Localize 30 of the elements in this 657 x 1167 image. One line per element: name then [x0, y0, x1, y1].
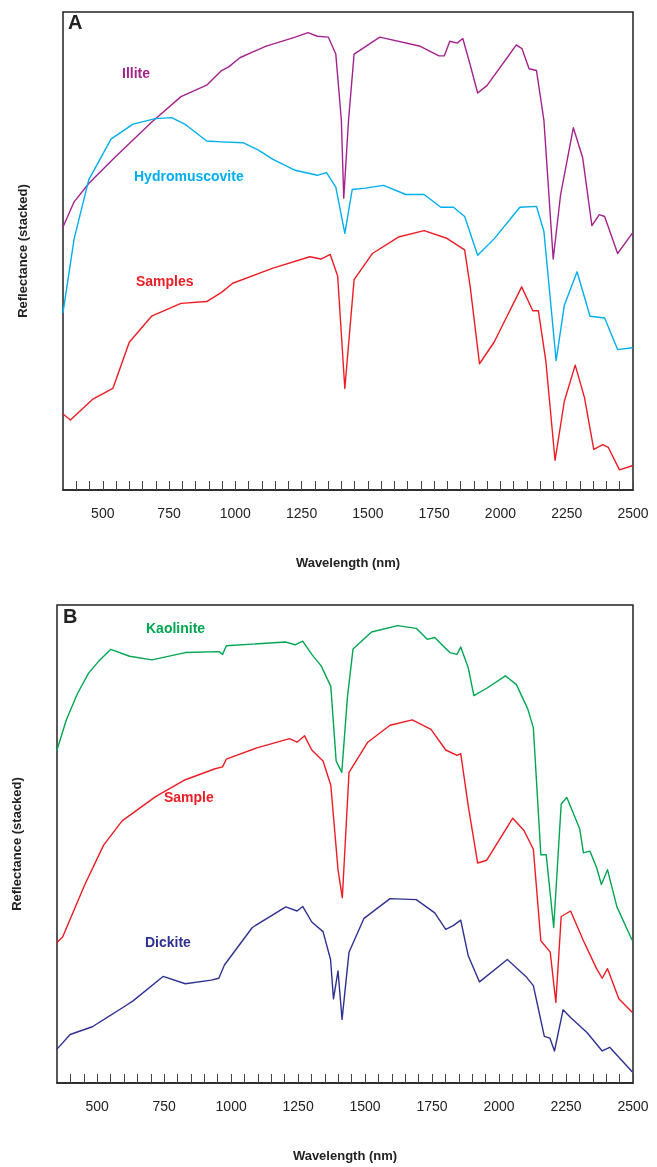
x-tick-label: 2000	[483, 1098, 515, 1114]
x-axis-title: Wavelength (nm)	[292, 1148, 398, 1163]
x-tick-label: 2000	[484, 505, 517, 521]
x-axis-title: Wavelength (nm)	[295, 555, 401, 570]
x-tick-label: 2250	[550, 1098, 582, 1114]
x-tick-label: 750	[157, 505, 181, 521]
y-axis-title: Reflectance (stacked)	[14, 184, 30, 318]
x-tick-label: 1750	[416, 1098, 448, 1114]
x-tick-label: 2500	[617, 1098, 649, 1114]
series-label: Sample	[164, 789, 215, 805]
x-tick-label: 1250	[282, 1098, 314, 1114]
series-label: Kaolinite	[146, 620, 206, 636]
chart-title: B	[63, 605, 78, 627]
x-tick-label: 1500	[352, 505, 384, 521]
text: Dickite	[145, 934, 192, 950]
x-tick-label: 2250	[551, 505, 583, 521]
x-tick-label: 1250	[286, 505, 318, 521]
series-label: Hydromuscovite	[134, 168, 244, 184]
x-tick-label: 750	[152, 1098, 177, 1114]
series-label: Samples	[136, 273, 194, 289]
x-tick-label: 1000	[215, 1098, 247, 1114]
x-tick-label: 1750	[418, 505, 450, 521]
x-tick-label: 2500	[617, 505, 649, 521]
chart-title: A	[68, 11, 83, 33]
x-tick-label: 1500	[349, 1098, 381, 1114]
x-tick-label: 500	[91, 505, 115, 521]
text: Illite	[122, 65, 151, 81]
x-tick-label: 1000	[219, 505, 252, 521]
x-tick-label: 500	[85, 1098, 110, 1114]
y-axis-title: Reflectance (stacked)	[8, 777, 24, 911]
